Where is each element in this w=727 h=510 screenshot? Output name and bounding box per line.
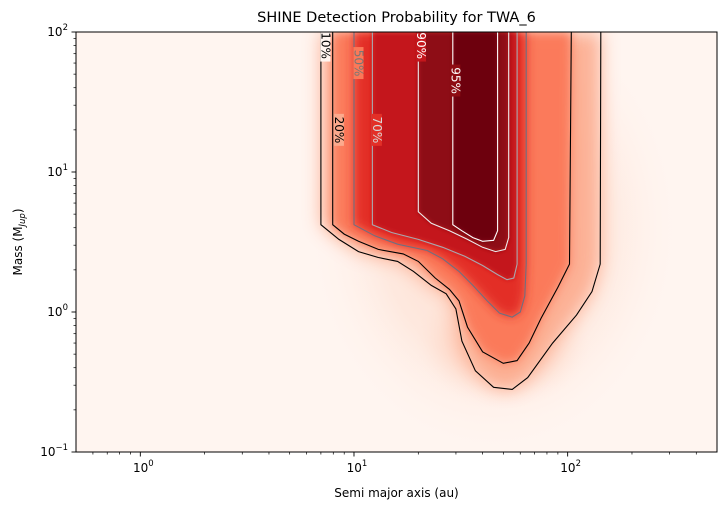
- y-tick-label: 10−1: [40, 443, 68, 459]
- x-axis-label: Semi major axis (au): [334, 486, 458, 500]
- contour-label-10: 10%: [318, 32, 332, 59]
- contour-lines: [320, 32, 602, 390]
- contour-label-50: 50%: [352, 50, 366, 77]
- contour-line-20: [332, 32, 572, 364]
- axis-ticks: 100 101 102 10−1 100 101 102: [40, 23, 697, 475]
- probability-heatmap: [303, 32, 684, 452]
- contour-label-backing-95: [450, 64, 461, 97]
- y-tick-label: 101: [47, 163, 68, 179]
- contour-line-10: [320, 32, 602, 390]
- contour-label-backing-10: [320, 32, 331, 62]
- contour-label-backing-90: [416, 32, 427, 62]
- heat-band-95: [452, 32, 498, 242]
- contour-label-backing-50: [353, 47, 364, 80]
- contour-label-70: 70%: [370, 117, 384, 144]
- contour-line-70: [371, 32, 518, 281]
- contour-labels: 10% 20% 50% 70% 90% 95%: [318, 32, 462, 144]
- y-tick-label: 100: [47, 303, 68, 319]
- contour-label-20: 20%: [332, 117, 346, 144]
- contour-line-95: [452, 32, 499, 242]
- x-tick-label: 100: [133, 459, 154, 475]
- contour-line-50: [353, 32, 527, 318]
- contour-line-90: [417, 32, 510, 253]
- contour-label-90: 90%: [414, 32, 428, 59]
- contour-label-backing-70: [371, 113, 382, 146]
- plot-frame: [75, 31, 718, 453]
- contour-label-95: 95%: [448, 67, 462, 94]
- y-axis-label-subscript: Jup: [18, 213, 28, 228]
- x-tick-label: 101: [347, 459, 368, 475]
- y-axis-label: Mass (MJup): [11, 208, 28, 275]
- contour-label-backing-20: [333, 113, 344, 146]
- chart-title: SHINE Detection Probability for TWA_6: [257, 10, 536, 26]
- x-tick-label: 102: [560, 459, 581, 475]
- plot-area: 10% 20% 50% 70% 90% 95%: [75, 31, 718, 453]
- y-tick-label: 102: [47, 23, 68, 39]
